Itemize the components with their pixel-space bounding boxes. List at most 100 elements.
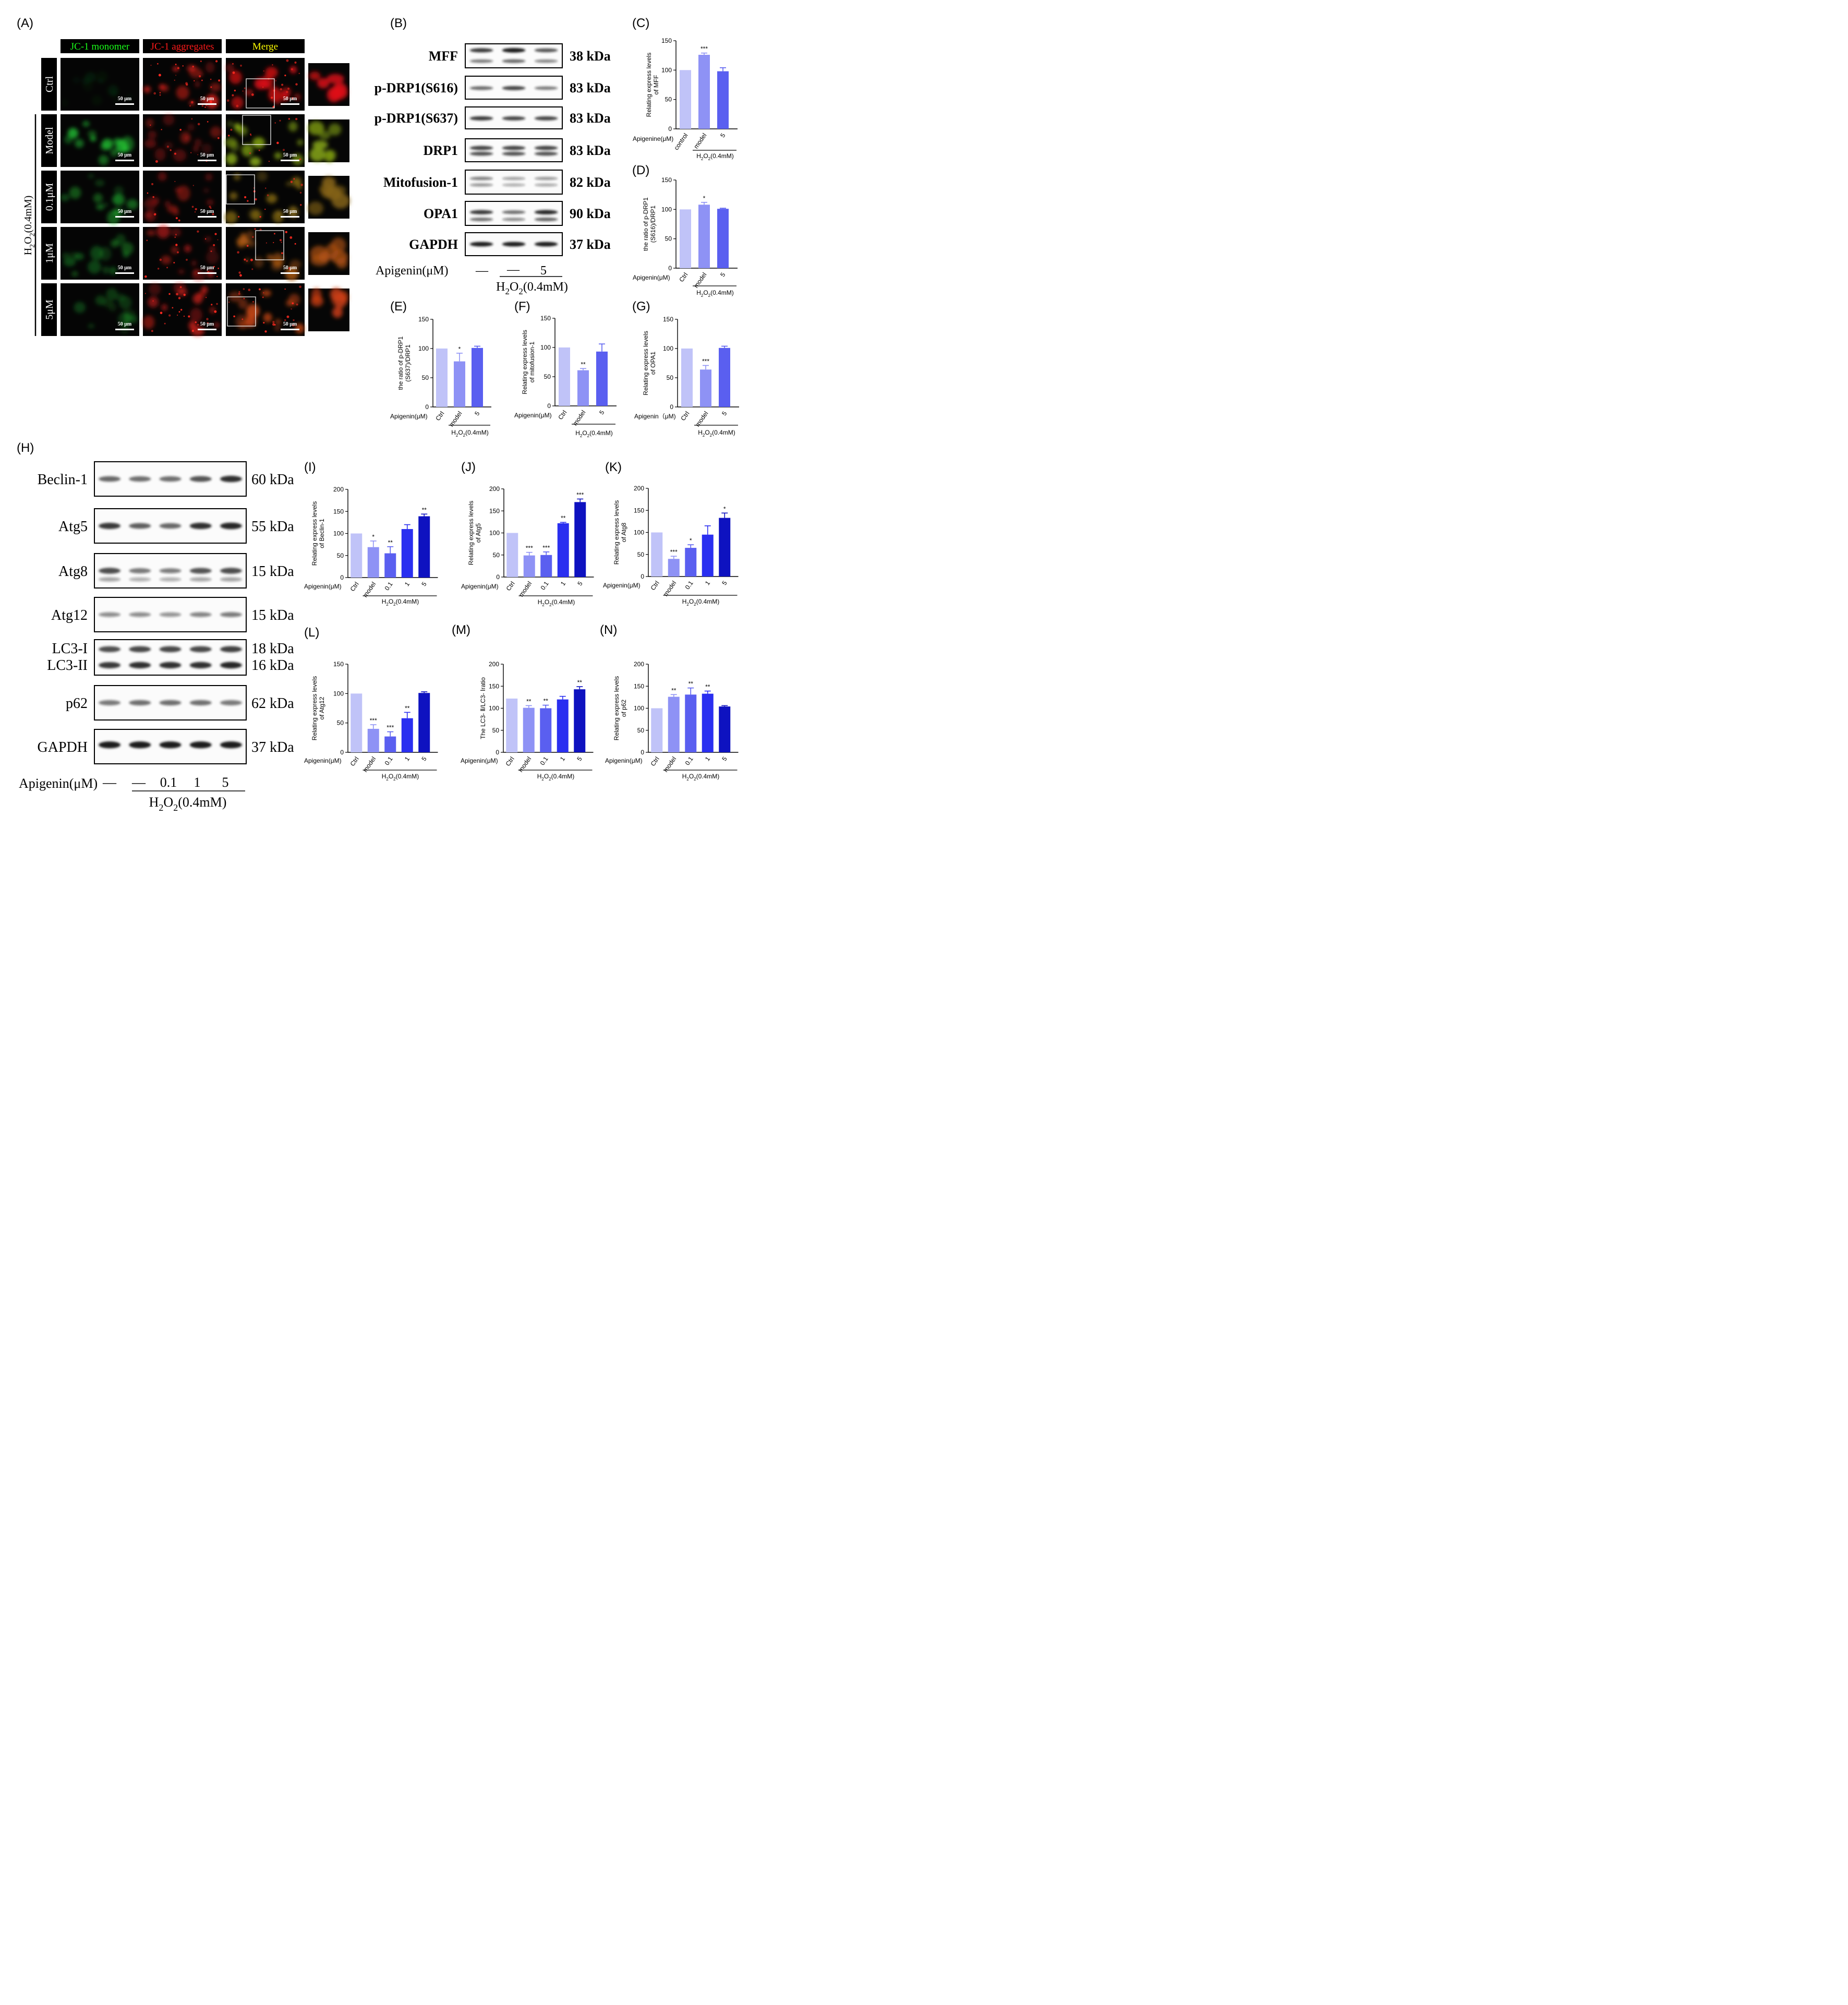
- chart-panel-letter: (D): [632, 163, 649, 177]
- y-tick-label: 100: [661, 206, 672, 213]
- bar: [719, 706, 731, 752]
- column-header: Merge: [252, 41, 278, 52]
- aggregate-dot: [293, 178, 295, 180]
- cell-blob: [143, 86, 151, 93]
- cell-signal: [60, 174, 138, 225]
- cell-blob: [246, 304, 260, 318]
- blot-bands: [99, 612, 242, 617]
- aggregate-dot: [146, 239, 148, 242]
- significance-mark: *: [723, 505, 726, 512]
- column-header-bg: [61, 39, 139, 53]
- cell-blob: [164, 142, 173, 150]
- cell-blob: [205, 62, 215, 73]
- significance-mark: ***: [386, 724, 394, 731]
- bar: [702, 534, 714, 577]
- y-tick-label: 100: [540, 344, 551, 351]
- cell-blob: [96, 204, 104, 210]
- inset-cell: [331, 237, 346, 253]
- bar: [418, 516, 430, 578]
- blot-band: [99, 476, 121, 482]
- inset-cell: [308, 201, 323, 215]
- y-tick-label: 150: [333, 661, 344, 668]
- y-tick-label: 0: [340, 749, 344, 756]
- aggregate-dot: [197, 230, 199, 233]
- aggregate-dot: [241, 318, 244, 320]
- y-axis-label: Relating express levelsof Atg12: [311, 676, 325, 740]
- blot-band: [99, 662, 121, 668]
- column-header-bg: [226, 39, 305, 53]
- blot-size-label: 15 kDa: [251, 607, 294, 623]
- blot-band: [129, 476, 151, 482]
- aggregate-dot: [284, 288, 286, 290]
- scale-bar-label: 50 μm: [118, 321, 132, 327]
- blot-band: [534, 116, 558, 121]
- blot-band: [502, 146, 526, 150]
- cell-blob: [71, 271, 78, 277]
- cell-blob: [167, 205, 178, 213]
- scale-bar-label: 50 μm: [200, 152, 214, 158]
- y-tick-label: 0: [670, 403, 673, 411]
- cell-blob: [192, 269, 206, 282]
- blot-band: [159, 476, 182, 482]
- aggregate-dot: [230, 128, 233, 131]
- aggregate-dot: [175, 64, 177, 65]
- aggregate-dot: [251, 93, 254, 96]
- cell-blob: [224, 211, 238, 224]
- h2o2-group-label: H2O2(0.4mM): [682, 598, 720, 607]
- x-tick-label: 5: [420, 755, 428, 762]
- cell-blob: [294, 93, 301, 101]
- aggregate-dot: [274, 122, 276, 124]
- cell-blob: [171, 246, 179, 254]
- chart-i: (I) 0 50 100 150 200 Relating express levelsof…: [304, 460, 438, 607]
- blot-bands: [99, 700, 242, 706]
- blot-band: [99, 612, 121, 617]
- chart-n: (N) 0 50 100 150 200 Relating express levelsof…: [600, 623, 739, 782]
- row-label: 5μM: [44, 299, 55, 320]
- blot-band: [534, 217, 558, 222]
- significance-mark: **: [705, 683, 710, 691]
- blot-frame: [94, 639, 247, 676]
- scale-bar: [115, 160, 134, 161]
- blot-band: [159, 700, 182, 706]
- chart-panel-letter: (I): [304, 460, 316, 474]
- aggregate-dot: [298, 73, 300, 75]
- blot-band: [502, 218, 526, 221]
- cell-blob: [111, 195, 122, 204]
- chart-panel-letter: (L): [304, 626, 319, 640]
- panel-b-letter: (B): [390, 16, 407, 30]
- figure: (A) JC-1 monomer JC-1 aggregates Merge Ctrl…: [0, 0, 751, 815]
- inset-cell: [312, 140, 328, 149]
- inset-cell: [327, 87, 341, 102]
- significance-mark: **: [577, 679, 583, 686]
- x-tick-label: 5: [598, 409, 606, 416]
- cell-blob: [110, 149, 118, 157]
- aggregate-dot: [189, 105, 191, 107]
- scale-bar: [115, 216, 134, 218]
- x-tick-label: model: [517, 755, 533, 774]
- aggregate-dot: [210, 86, 212, 88]
- aggregate-dot: [232, 63, 234, 65]
- h2o2-group-label: H2O2(0.4mM): [698, 429, 735, 438]
- cell-blob: [118, 296, 132, 309]
- x-tick-label: model: [662, 580, 678, 598]
- bar: [681, 349, 693, 407]
- aggregate-dot: [175, 75, 177, 76]
- aggregate-dot: [194, 80, 195, 82]
- aggregate-dot: [159, 258, 162, 261]
- aggregate-dot: [255, 198, 257, 201]
- row-label-bg: [41, 227, 57, 280]
- aggregate-dot: [233, 315, 235, 318]
- blot-size-label: 37 kDa: [251, 739, 294, 755]
- panel-h-h2o2-label: H2O2(0.4mM): [149, 795, 227, 813]
- scale-bar-label: 50 μm: [200, 96, 214, 102]
- blot-band: [189, 646, 212, 653]
- inset-signal: [308, 121, 342, 163]
- aggregate-dot: [210, 207, 212, 209]
- y-tick-label: 150: [663, 316, 673, 323]
- bar: [698, 205, 710, 268]
- blot-band: [220, 741, 242, 749]
- significance-mark: ***: [542, 544, 550, 551]
- cell-blob: [257, 171, 268, 182]
- row-label: Model: [44, 127, 55, 154]
- row-label: Ctrl: [44, 76, 55, 93]
